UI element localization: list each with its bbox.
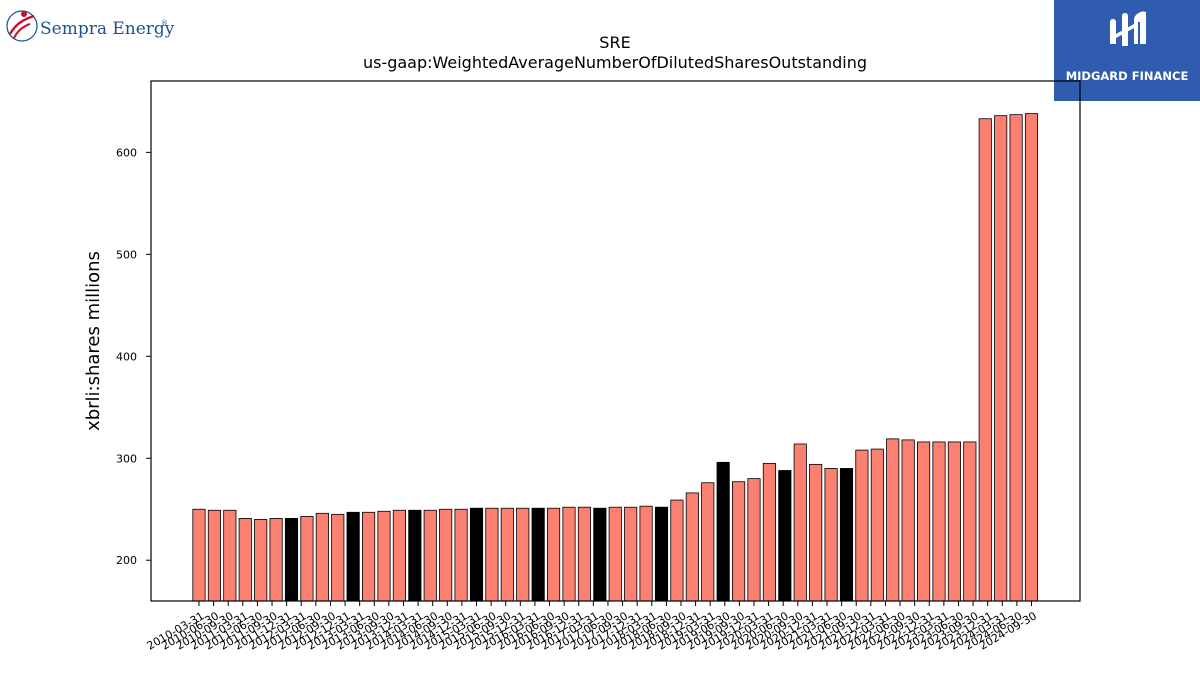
bar — [377, 510, 391, 602]
bar — [562, 506, 576, 602]
y-tick-label: 600 — [116, 146, 137, 159]
y-tick-label: 400 — [116, 350, 137, 363]
bar — [331, 513, 345, 602]
bar — [793, 443, 807, 602]
bar — [917, 441, 931, 602]
bar — [531, 507, 545, 602]
bar — [716, 461, 730, 602]
y-tick-label: 300 — [116, 452, 137, 465]
bar — [670, 499, 684, 602]
bar — [593, 507, 607, 602]
bar — [839, 468, 854, 602]
bar — [577, 506, 591, 602]
bars-group — [192, 113, 1039, 602]
bar — [207, 509, 221, 602]
midgard-emblem-icon — [1110, 11, 1146, 46]
y-tick-label: 200 — [116, 554, 137, 567]
y-axis-label: xbrli:shares millions — [83, 251, 104, 431]
bar — [439, 508, 453, 602]
bar — [624, 506, 638, 602]
bar — [454, 508, 468, 602]
bar — [886, 438, 900, 602]
bar — [932, 441, 946, 602]
bar — [870, 448, 884, 602]
bar — [315, 512, 329, 602]
bar — [547, 507, 561, 602]
bar — [362, 511, 376, 602]
bar — [747, 478, 761, 602]
bar — [994, 115, 1008, 602]
bar — [284, 518, 299, 602]
bar — [855, 449, 869, 602]
bar — [762, 462, 776, 602]
bar — [223, 509, 237, 602]
bar — [732, 481, 746, 602]
x-axis: 2010-03-312010-06-302010-09-302011-03-31… — [145, 601, 1039, 653]
bar — [963, 441, 977, 602]
bar — [824, 468, 838, 602]
bar — [639, 505, 653, 602]
bar — [192, 508, 206, 602]
bar — [300, 515, 314, 602]
midgard-logo-text: MIDGARD FINANCE — [1066, 69, 1189, 83]
chart-title: SRE — [599, 33, 630, 52]
bar — [1009, 114, 1023, 602]
bar — [701, 482, 715, 602]
midgard-finance-logo: MIDGARD FINANCE — [1054, 0, 1200, 101]
sempra-energy-logo: Sempra Energy ® — [4, 4, 175, 46]
bar — [778, 470, 792, 602]
sempra-logo-text: Sempra Energy — [40, 19, 174, 39]
bar — [238, 518, 252, 602]
bar — [978, 118, 992, 602]
y-tick-label: 500 — [116, 248, 137, 261]
bar — [516, 507, 530, 602]
bar — [485, 507, 499, 602]
bar — [809, 463, 823, 602]
bar — [500, 507, 514, 602]
bar — [901, 439, 915, 602]
bar — [947, 441, 961, 602]
bar — [392, 509, 406, 602]
bar — [269, 518, 283, 602]
y-axis: 200 300 400 500 600 — [116, 146, 151, 567]
bar — [654, 506, 669, 602]
bar — [346, 511, 360, 602]
chart-subtitle: us-gaap:WeightedAverageNumberOfDilutedSh… — [363, 53, 867, 72]
bar — [469, 507, 484, 602]
bar — [408, 509, 422, 602]
bar — [254, 519, 268, 602]
registered-mark: ® — [161, 19, 168, 27]
bar — [685, 492, 699, 602]
bar — [423, 509, 437, 602]
plot-frame — [150, 80, 1081, 602]
bar — [608, 506, 622, 602]
bar — [1024, 113, 1039, 602]
sempra-emblem-icon — [6, 10, 38, 42]
